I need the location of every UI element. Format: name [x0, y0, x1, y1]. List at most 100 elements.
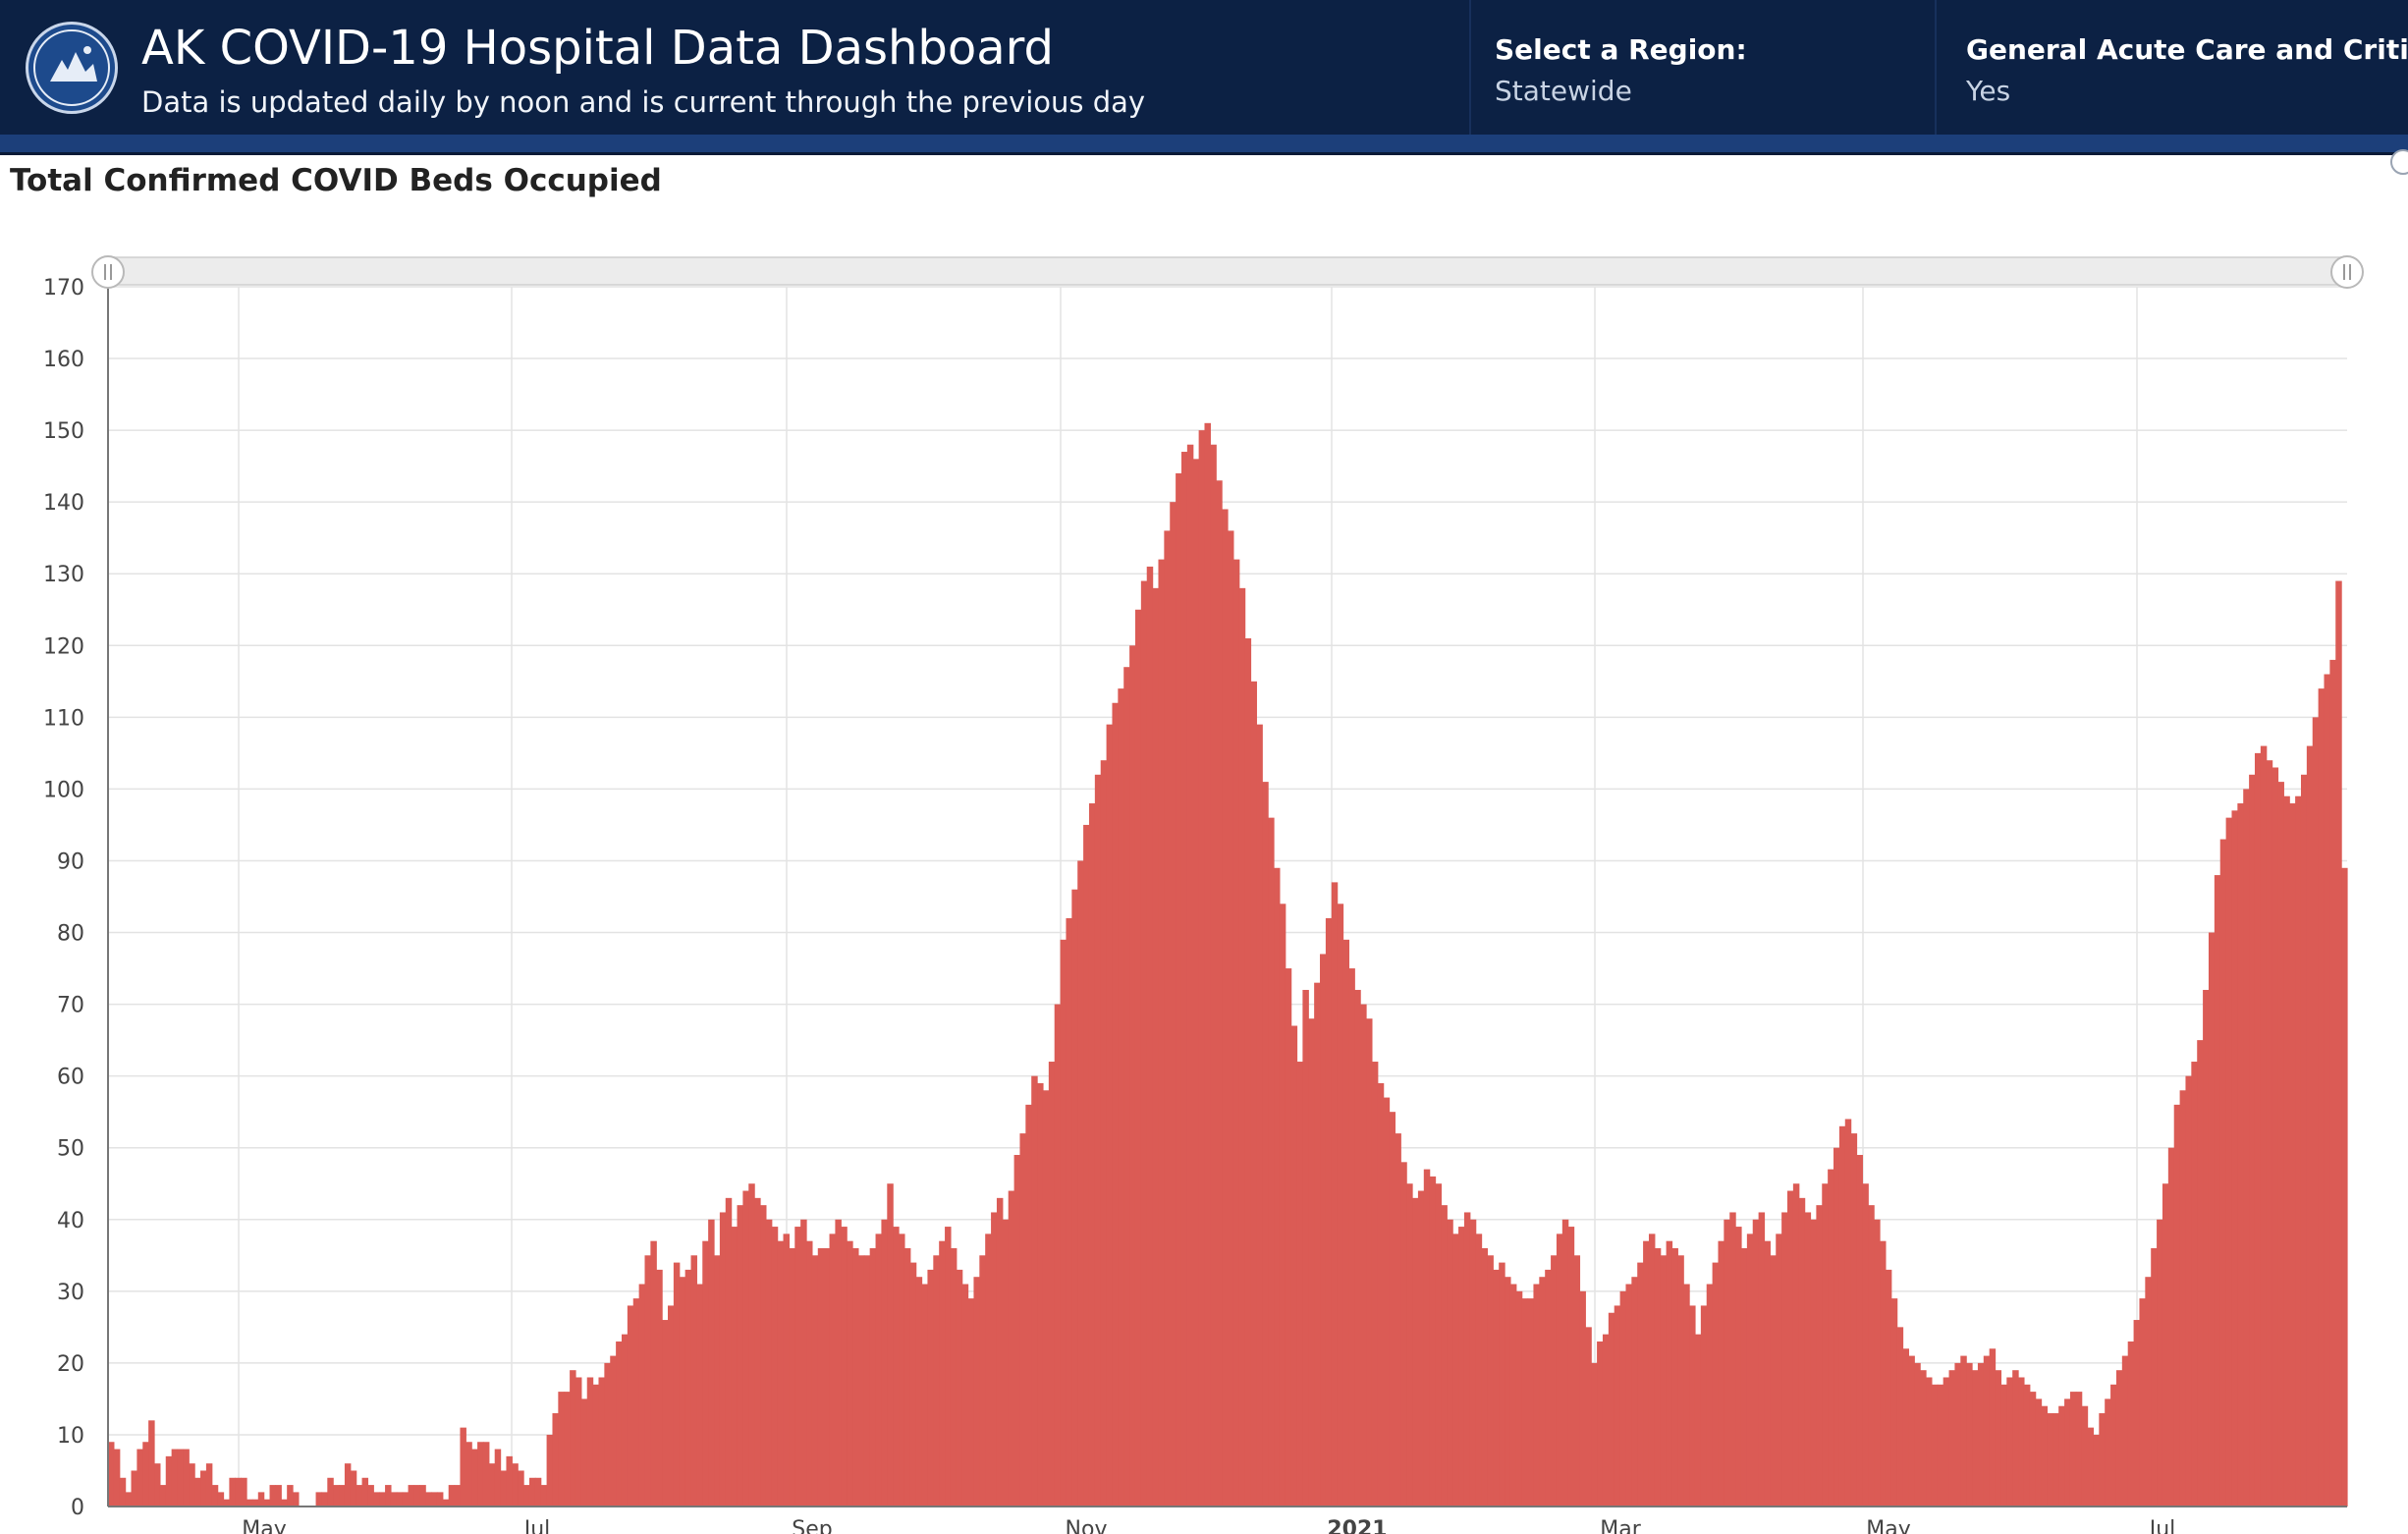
bar — [2099, 1413, 2106, 1507]
bar — [1083, 824, 1090, 1507]
bar — [1926, 1377, 1933, 1507]
bar — [1037, 1082, 1044, 1507]
bar — [939, 1240, 946, 1507]
bar — [1487, 1255, 1494, 1507]
bar — [1290, 1025, 1298, 1507]
range-slider-track[interactable] — [107, 256, 2348, 286]
bar — [1077, 860, 1084, 1507]
bar — [823, 1247, 831, 1507]
range-slider-handle[interactable] — [2330, 255, 2364, 289]
y-tick-label: 20 — [57, 1352, 84, 1377]
bar — [419, 1485, 426, 1507]
bar — [1019, 1133, 1026, 1507]
bar — [2058, 1405, 2065, 1507]
bar — [2139, 1298, 2146, 1507]
bar — [436, 1492, 444, 1507]
bar — [2329, 659, 2336, 1507]
bar — [1228, 530, 1234, 1507]
expand-icon[interactable] — [2390, 149, 2408, 175]
bar — [1896, 1327, 1904, 1507]
bar — [1071, 889, 1078, 1507]
bar — [293, 1492, 300, 1507]
bar — [518, 1470, 524, 1507]
bar — [159, 1485, 167, 1507]
bar — [477, 1442, 484, 1507]
bar — [2052, 1413, 2059, 1507]
bar — [1140, 580, 1148, 1507]
bar — [1377, 1082, 1385, 1507]
bar — [1660, 1255, 1668, 1507]
bar — [1129, 645, 1136, 1507]
bar — [1781, 1212, 1788, 1507]
bar — [991, 1212, 998, 1507]
bar — [454, 1485, 462, 1507]
bar — [1983, 1355, 1991, 1507]
bar — [2133, 1320, 2141, 1507]
bar — [1296, 1062, 1303, 1507]
bar — [1648, 1233, 1656, 1507]
bar — [841, 1227, 848, 1507]
bar — [1694, 1334, 1702, 1507]
bar — [385, 1485, 392, 1507]
bar — [1337, 904, 1344, 1507]
bar — [2243, 789, 2250, 1507]
bar — [835, 1219, 842, 1507]
range-slider[interactable] — [91, 255, 2364, 289]
bar — [921, 1284, 929, 1507]
bar — [737, 1205, 743, 1507]
bar — [714, 1255, 721, 1507]
bar — [1499, 1262, 1505, 1507]
bar — [1966, 1362, 1973, 1507]
bar — [2121, 1355, 2129, 1507]
bar — [1798, 1197, 1806, 1507]
bar — [1146, 566, 1154, 1507]
y-tick-label: 130 — [43, 563, 84, 587]
bar — [241, 1477, 247, 1507]
bar — [927, 1269, 934, 1507]
bar — [154, 1463, 161, 1507]
bar — [1054, 1004, 1062, 1507]
bar — [2191, 1062, 2198, 1507]
bar — [1977, 1362, 1985, 1507]
bar — [748, 1183, 755, 1507]
range-slider-handle[interactable] — [91, 255, 125, 289]
bar — [915, 1277, 923, 1507]
bar — [2105, 1398, 2111, 1507]
bar — [1914, 1362, 1921, 1507]
bar — [956, 1269, 963, 1507]
bar — [771, 1227, 779, 1507]
bar — [211, 1485, 219, 1507]
bar — [431, 1492, 438, 1507]
bar — [1850, 1133, 1858, 1507]
bar — [1625, 1284, 1632, 1507]
bar — [684, 1269, 692, 1507]
bar — [2093, 1434, 2100, 1507]
bar — [1654, 1247, 1662, 1507]
bar — [945, 1227, 952, 1507]
bar — [2087, 1427, 2095, 1507]
bar — [586, 1377, 594, 1507]
bar — [632, 1298, 640, 1507]
region-filter-value[interactable]: Statewide — [1495, 75, 1632, 107]
bar — [1545, 1269, 1552, 1507]
bar — [1094, 774, 1102, 1507]
bar — [903, 1247, 911, 1507]
bar — [1279, 904, 1286, 1507]
bar — [1729, 1212, 1736, 1507]
bar — [1787, 1190, 1794, 1507]
bar — [1862, 1183, 1869, 1507]
bar — [246, 1499, 253, 1507]
bar — [1031, 1075, 1038, 1507]
bar — [1561, 1219, 1569, 1507]
bar — [1389, 1112, 1396, 1507]
bar — [119, 1477, 127, 1507]
bar — [1383, 1097, 1391, 1507]
bar — [909, 1262, 917, 1507]
bar — [2047, 1413, 2053, 1507]
bar — [1348, 968, 1355, 1507]
bar — [281, 1499, 288, 1507]
bar — [847, 1240, 853, 1507]
bar — [108, 1442, 115, 1507]
bar — [985, 1233, 992, 1507]
care-type-filter-value[interactable]: Yes — [1966, 75, 2011, 107]
